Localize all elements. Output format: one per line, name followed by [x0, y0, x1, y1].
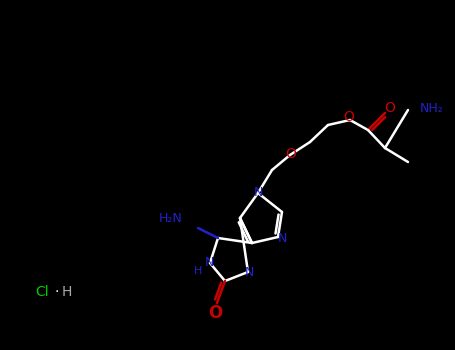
Text: H: H: [62, 285, 72, 299]
Text: O: O: [208, 304, 222, 322]
Text: H₂N: H₂N: [159, 211, 183, 224]
Text: O: O: [344, 110, 354, 124]
Text: NH₂: NH₂: [420, 102, 444, 114]
Text: N: N: [277, 231, 287, 245]
Text: N: N: [253, 186, 263, 198]
Text: H: H: [194, 266, 202, 276]
Text: N: N: [244, 266, 254, 279]
Text: Cl: Cl: [35, 285, 49, 299]
Text: N: N: [204, 257, 214, 270]
Text: O: O: [384, 101, 395, 115]
Text: ·: ·: [55, 285, 59, 299]
Text: O: O: [286, 147, 297, 161]
